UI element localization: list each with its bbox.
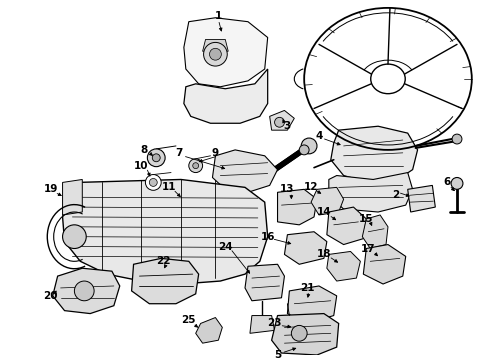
Polygon shape xyxy=(196,318,222,343)
Polygon shape xyxy=(184,69,268,123)
Text: 5: 5 xyxy=(274,350,281,360)
Text: 15: 15 xyxy=(359,214,373,224)
Circle shape xyxy=(292,325,307,341)
Text: 20: 20 xyxy=(44,291,58,301)
Text: 24: 24 xyxy=(218,242,233,252)
Polygon shape xyxy=(213,150,277,192)
Circle shape xyxy=(274,117,284,127)
Text: 11: 11 xyxy=(162,183,176,192)
Text: 14: 14 xyxy=(317,207,331,217)
Text: 10: 10 xyxy=(134,161,148,171)
Polygon shape xyxy=(277,189,317,225)
Text: 22: 22 xyxy=(156,256,171,266)
Circle shape xyxy=(189,159,202,172)
Text: 2: 2 xyxy=(392,190,399,200)
Text: 23: 23 xyxy=(268,319,282,328)
Circle shape xyxy=(74,281,94,301)
Text: 12: 12 xyxy=(304,183,318,192)
Circle shape xyxy=(299,145,309,155)
Polygon shape xyxy=(327,251,360,281)
Circle shape xyxy=(301,138,317,154)
Polygon shape xyxy=(311,187,343,215)
Circle shape xyxy=(452,134,462,144)
Polygon shape xyxy=(166,189,200,212)
Text: 6: 6 xyxy=(443,177,451,188)
Text: 25: 25 xyxy=(181,315,196,325)
Text: 9: 9 xyxy=(212,148,219,158)
Polygon shape xyxy=(331,126,417,183)
Polygon shape xyxy=(202,40,228,51)
Polygon shape xyxy=(245,264,284,301)
Text: 7: 7 xyxy=(175,148,183,158)
Polygon shape xyxy=(284,232,327,264)
Circle shape xyxy=(146,175,161,190)
Polygon shape xyxy=(132,258,198,304)
Polygon shape xyxy=(250,316,274,333)
Circle shape xyxy=(149,179,157,186)
Text: 19: 19 xyxy=(44,184,58,194)
Text: 17: 17 xyxy=(361,243,375,253)
Polygon shape xyxy=(63,180,82,215)
Text: 8: 8 xyxy=(141,145,148,155)
Polygon shape xyxy=(362,215,388,248)
Polygon shape xyxy=(53,268,120,314)
Polygon shape xyxy=(329,172,413,212)
Circle shape xyxy=(210,48,221,60)
Text: 3: 3 xyxy=(284,121,291,131)
Circle shape xyxy=(147,149,165,167)
Text: 13: 13 xyxy=(280,184,294,194)
Polygon shape xyxy=(327,207,367,244)
Polygon shape xyxy=(408,185,435,212)
Text: 18: 18 xyxy=(317,249,331,260)
Polygon shape xyxy=(184,18,268,87)
Circle shape xyxy=(63,225,86,248)
Text: 1: 1 xyxy=(215,11,222,21)
Circle shape xyxy=(152,154,160,162)
Text: 21: 21 xyxy=(300,283,315,293)
Circle shape xyxy=(203,42,227,66)
Text: 16: 16 xyxy=(260,232,275,242)
Circle shape xyxy=(193,163,198,168)
Text: 4: 4 xyxy=(315,131,322,141)
Circle shape xyxy=(451,177,463,189)
Polygon shape xyxy=(270,111,294,130)
Polygon shape xyxy=(288,286,337,323)
Polygon shape xyxy=(271,314,339,355)
Polygon shape xyxy=(363,244,406,284)
Polygon shape xyxy=(63,180,268,284)
